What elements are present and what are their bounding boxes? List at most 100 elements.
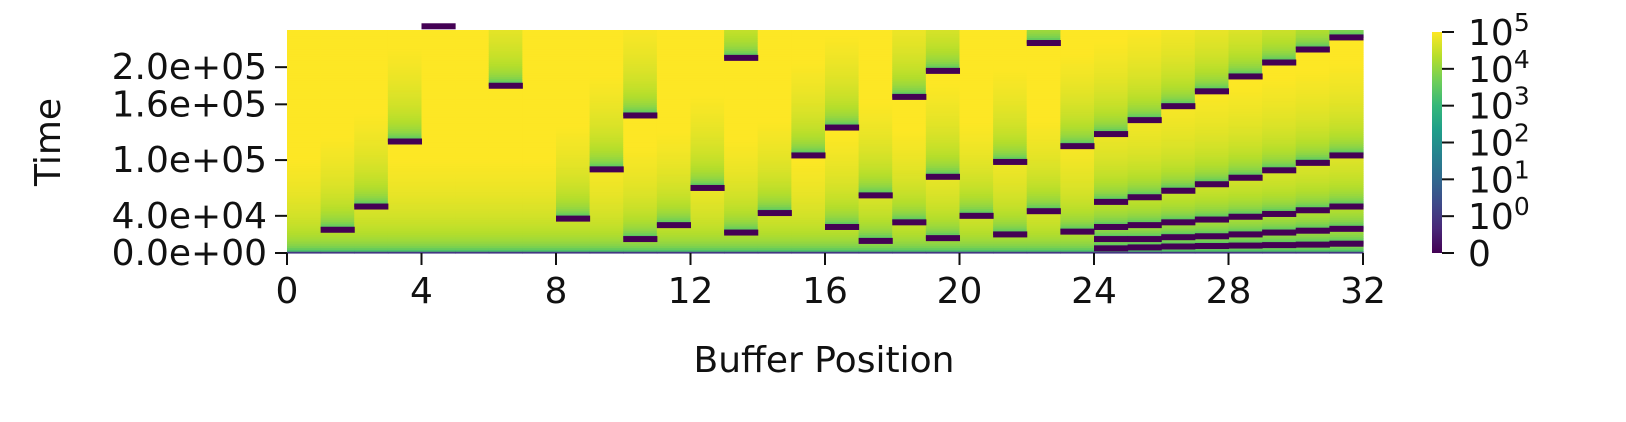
heat-cell (757, 33, 792, 37)
heat-cell (993, 143, 1028, 146)
heat-cell (656, 70, 692, 74)
heat-cell (1295, 180, 1330, 183)
heat-cell (791, 39, 826, 42)
heat-cell (690, 219, 725, 223)
heat-cell (757, 154, 792, 157)
heat-cell (455, 83, 490, 87)
heat-cell (623, 241, 658, 245)
reset-band (421, 23, 456, 30)
heat-cell (522, 174, 557, 178)
heat-cell (1127, 128, 1162, 131)
heat-cell (1127, 230, 1162, 234)
heat-cell (387, 33, 423, 37)
heat-cell (1329, 148, 1364, 152)
heat-cell (421, 65, 456, 68)
heat-cell (320, 61, 355, 65)
heat-cell (757, 226, 792, 230)
heat-cell (556, 176, 591, 180)
heat-cell (656, 199, 692, 202)
heat-cell (858, 43, 893, 46)
heat-cell (892, 106, 927, 109)
heat-cell (522, 193, 557, 196)
heat-cell (1060, 160, 1095, 163)
heat-cell (287, 124, 322, 128)
heat-cell (455, 193, 490, 196)
heat-cell (1161, 95, 1196, 98)
heat-cell (1262, 145, 1297, 148)
heat-cell (320, 225, 355, 228)
heat-cell (892, 160, 927, 163)
heat-cell (421, 212, 456, 215)
heat-cell (455, 61, 490, 65)
heat-cell (488, 50, 523, 53)
heat-cell (354, 221, 389, 224)
heat-cell (757, 150, 792, 154)
heat-cell (1127, 78, 1162, 81)
heat-cell (1060, 148, 1095, 152)
heat-cell (556, 212, 591, 215)
heat-cell (1094, 67, 1129, 70)
heat-cell (1127, 113, 1162, 117)
heat-cell (1060, 189, 1095, 193)
heat-cell (1262, 176, 1297, 180)
heat-cell (724, 226, 759, 230)
heat-cell (1329, 189, 1364, 193)
reset-band (892, 93, 927, 100)
heat-cell (690, 61, 725, 65)
heat-cell (1060, 33, 1095, 37)
heat-cell (320, 191, 355, 195)
heat-cell (522, 78, 557, 81)
heat-cell (556, 165, 591, 169)
heat-cell (825, 239, 860, 243)
heat-cell (522, 186, 557, 189)
heat-cell (757, 199, 792, 202)
heat-cell (1262, 111, 1297, 115)
heat-cell (1194, 109, 1230, 113)
heat-cell (690, 69, 725, 72)
heat-cell (1060, 48, 1095, 52)
heat-cell (1228, 89, 1263, 92)
heat-cell (690, 215, 725, 219)
heat-cell (522, 124, 557, 128)
heat-cell (993, 33, 1028, 37)
heat-cell (993, 135, 1028, 139)
heat-cell (1262, 174, 1297, 178)
heat-cell (1228, 69, 1263, 72)
heat-cell (1094, 148, 1129, 152)
heat-cell (724, 48, 759, 52)
heat-cell (1127, 67, 1162, 70)
heat-cell (993, 130, 1028, 133)
heat-cell (858, 208, 893, 211)
heat-cell (1026, 104, 1061, 107)
heat-cell (1194, 56, 1230, 59)
heat-cell (724, 152, 759, 156)
heat-cell (387, 87, 423, 91)
heat-cell (757, 239, 792, 243)
heat-cell (354, 234, 389, 237)
heat-cell (993, 171, 1028, 174)
heat-cell (522, 130, 557, 133)
heat-cell (488, 41, 523, 44)
heat-cell (421, 238, 456, 241)
heat-cell (892, 180, 927, 183)
heat-cell (1194, 74, 1230, 78)
heat-cell (287, 195, 322, 198)
heat-cell (690, 236, 725, 239)
heat-cell (354, 163, 389, 167)
heat-cell (959, 158, 994, 161)
heat-cell (387, 230, 423, 234)
heat-cell (993, 251, 1028, 254)
heat-cell (488, 182, 523, 185)
heat-cell (1161, 57, 1196, 61)
heat-cell (1329, 111, 1364, 115)
heat-cell (1228, 251, 1263, 254)
heat-cell (387, 126, 423, 130)
heat-cell (1026, 33, 1061, 37)
reset-bands (320, 23, 1364, 252)
heat-cell (455, 59, 490, 63)
heat-cell (1295, 215, 1330, 219)
heat-cell (1262, 193, 1297, 196)
heat-cell (791, 89, 826, 92)
heat-cell (892, 167, 927, 170)
heat-cell (623, 230, 658, 234)
